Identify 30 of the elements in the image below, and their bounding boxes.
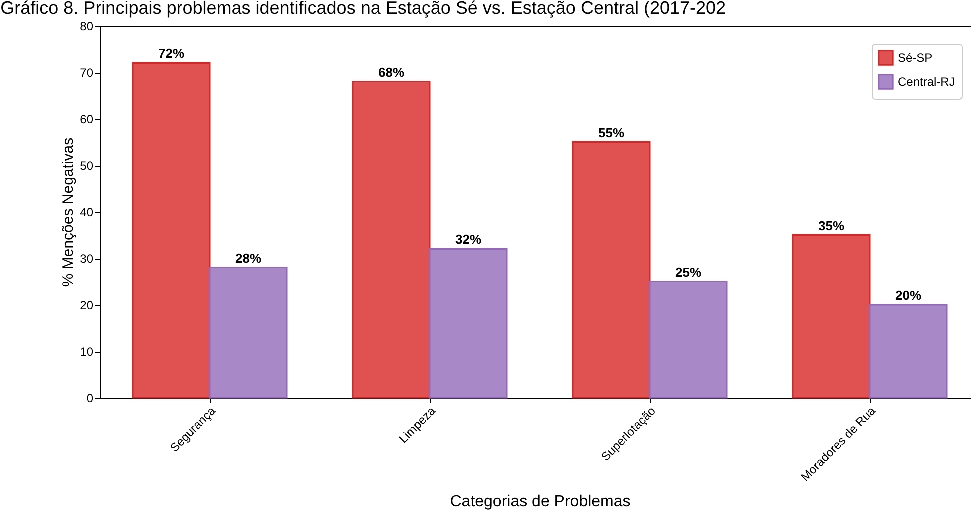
y-axis-title: % Menções Negativas [60, 138, 78, 288]
y-tick-label: 40 [80, 206, 94, 220]
y-tick-label: 20 [80, 298, 94, 312]
y-tick-label: 30 [80, 252, 94, 266]
data-label: 32% [455, 232, 482, 248]
data-label: 55% [598, 125, 625, 140]
data-label: 68% [378, 64, 405, 80]
data-label: 72% [158, 46, 185, 62]
bar [792, 234, 871, 399]
y-tick-label: 80 [80, 20, 94, 34]
y-tick-label: 10 [80, 345, 94, 359]
y-tick-label: 60 [80, 112, 94, 126]
bar [869, 304, 948, 399]
chart-title: Gráfico 8. Principais problemas identificados na Estação Sé vs. Estação Central (2017-202 [0, 0, 726, 18]
y-tick-label: 50 [80, 159, 94, 173]
legend-label: Central-RJ [898, 75, 956, 89]
bar [132, 62, 211, 399]
bar [649, 281, 728, 399]
x-axis-title: Categorias de Problemas [450, 494, 631, 511]
bar [209, 267, 288, 399]
bar [572, 142, 651, 399]
data-label: 20% [895, 288, 922, 303]
y-tick-label: 70 [80, 66, 94, 80]
data-label: 28% [235, 250, 262, 266]
bar [352, 81, 431, 399]
data-label: 25% [675, 264, 702, 280]
data-label: 35% [818, 218, 845, 234]
y-tick-label: 0 [86, 392, 94, 406]
bar [429, 248, 508, 399]
legend-label: Sé-SP [898, 51, 933, 65]
